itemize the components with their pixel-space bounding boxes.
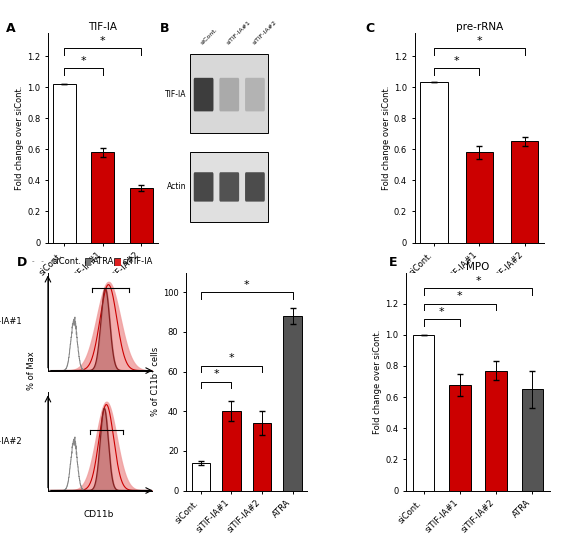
- Y-axis label: % of C11b⁺ cells: % of C11b⁺ cells: [151, 347, 160, 416]
- Text: *: *: [81, 56, 86, 66]
- Text: *: *: [454, 56, 460, 66]
- Bar: [130, 188, 153, 243]
- Bar: [284, 316, 302, 490]
- Y-axis label: Fold change over siCont.: Fold change over siCont.: [373, 329, 382, 434]
- Title: MPO: MPO: [466, 262, 490, 272]
- Text: Actin: Actin: [168, 183, 187, 191]
- Text: *: *: [457, 292, 462, 301]
- Y-axis label: Fold change over siCont.: Fold change over siCont.: [15, 86, 24, 190]
- FancyBboxPatch shape: [219, 78, 239, 111]
- Bar: [466, 153, 493, 243]
- FancyBboxPatch shape: [245, 172, 265, 202]
- Text: *: *: [244, 280, 249, 290]
- Text: A: A: [6, 22, 16, 35]
- Bar: [91, 153, 114, 243]
- Text: *: *: [100, 36, 105, 46]
- Bar: [511, 142, 539, 243]
- Title: TIF-IA: TIF-IA: [89, 22, 117, 32]
- Bar: [192, 463, 210, 490]
- FancyBboxPatch shape: [219, 172, 239, 202]
- Text: siTIF-IA#1: siTIF-IA#1: [0, 317, 22, 326]
- Text: siTIF-IA#2: siTIF-IA#2: [252, 19, 277, 45]
- Text: B: B: [160, 22, 170, 35]
- Text: siTIF-IA#2: siTIF-IA#2: [0, 437, 22, 446]
- Text: *: *: [477, 36, 482, 46]
- Text: *: *: [213, 370, 219, 379]
- Text: TIF-IA: TIF-IA: [165, 90, 187, 99]
- Text: E: E: [389, 256, 398, 269]
- Bar: [53, 84, 76, 243]
- Bar: [413, 335, 434, 490]
- Text: *: *: [439, 307, 444, 317]
- Y-axis label: Fold change over siCont.: Fold change over siCont.: [382, 86, 391, 190]
- Text: siCont.: siCont.: [200, 26, 219, 45]
- Text: % of Max: % of Max: [27, 351, 36, 390]
- Text: siTIF-IA: siTIF-IA: [123, 257, 153, 266]
- Bar: [449, 385, 471, 490]
- Text: ATRA: ATRA: [93, 257, 114, 266]
- FancyBboxPatch shape: [194, 172, 213, 202]
- Bar: [190, 53, 268, 134]
- Text: CD11b: CD11b: [83, 510, 114, 519]
- Bar: [190, 152, 268, 221]
- Text: C: C: [365, 22, 374, 35]
- Bar: [485, 371, 507, 490]
- Bar: [420, 82, 448, 243]
- Text: *: *: [228, 354, 234, 364]
- Text: siTIF-IA#1: siTIF-IA#1: [226, 19, 252, 45]
- Text: D: D: [17, 256, 27, 269]
- Text: siCont.: siCont.: [52, 257, 81, 266]
- Bar: [522, 389, 543, 490]
- Text: *: *: [475, 276, 481, 286]
- Bar: [253, 423, 271, 490]
- Text: - - -: - - -: [31, 257, 54, 266]
- FancyBboxPatch shape: [194, 78, 213, 111]
- Title: pre-rRNA: pre-rRNA: [456, 22, 503, 32]
- Bar: [222, 411, 241, 490]
- FancyBboxPatch shape: [245, 78, 265, 111]
